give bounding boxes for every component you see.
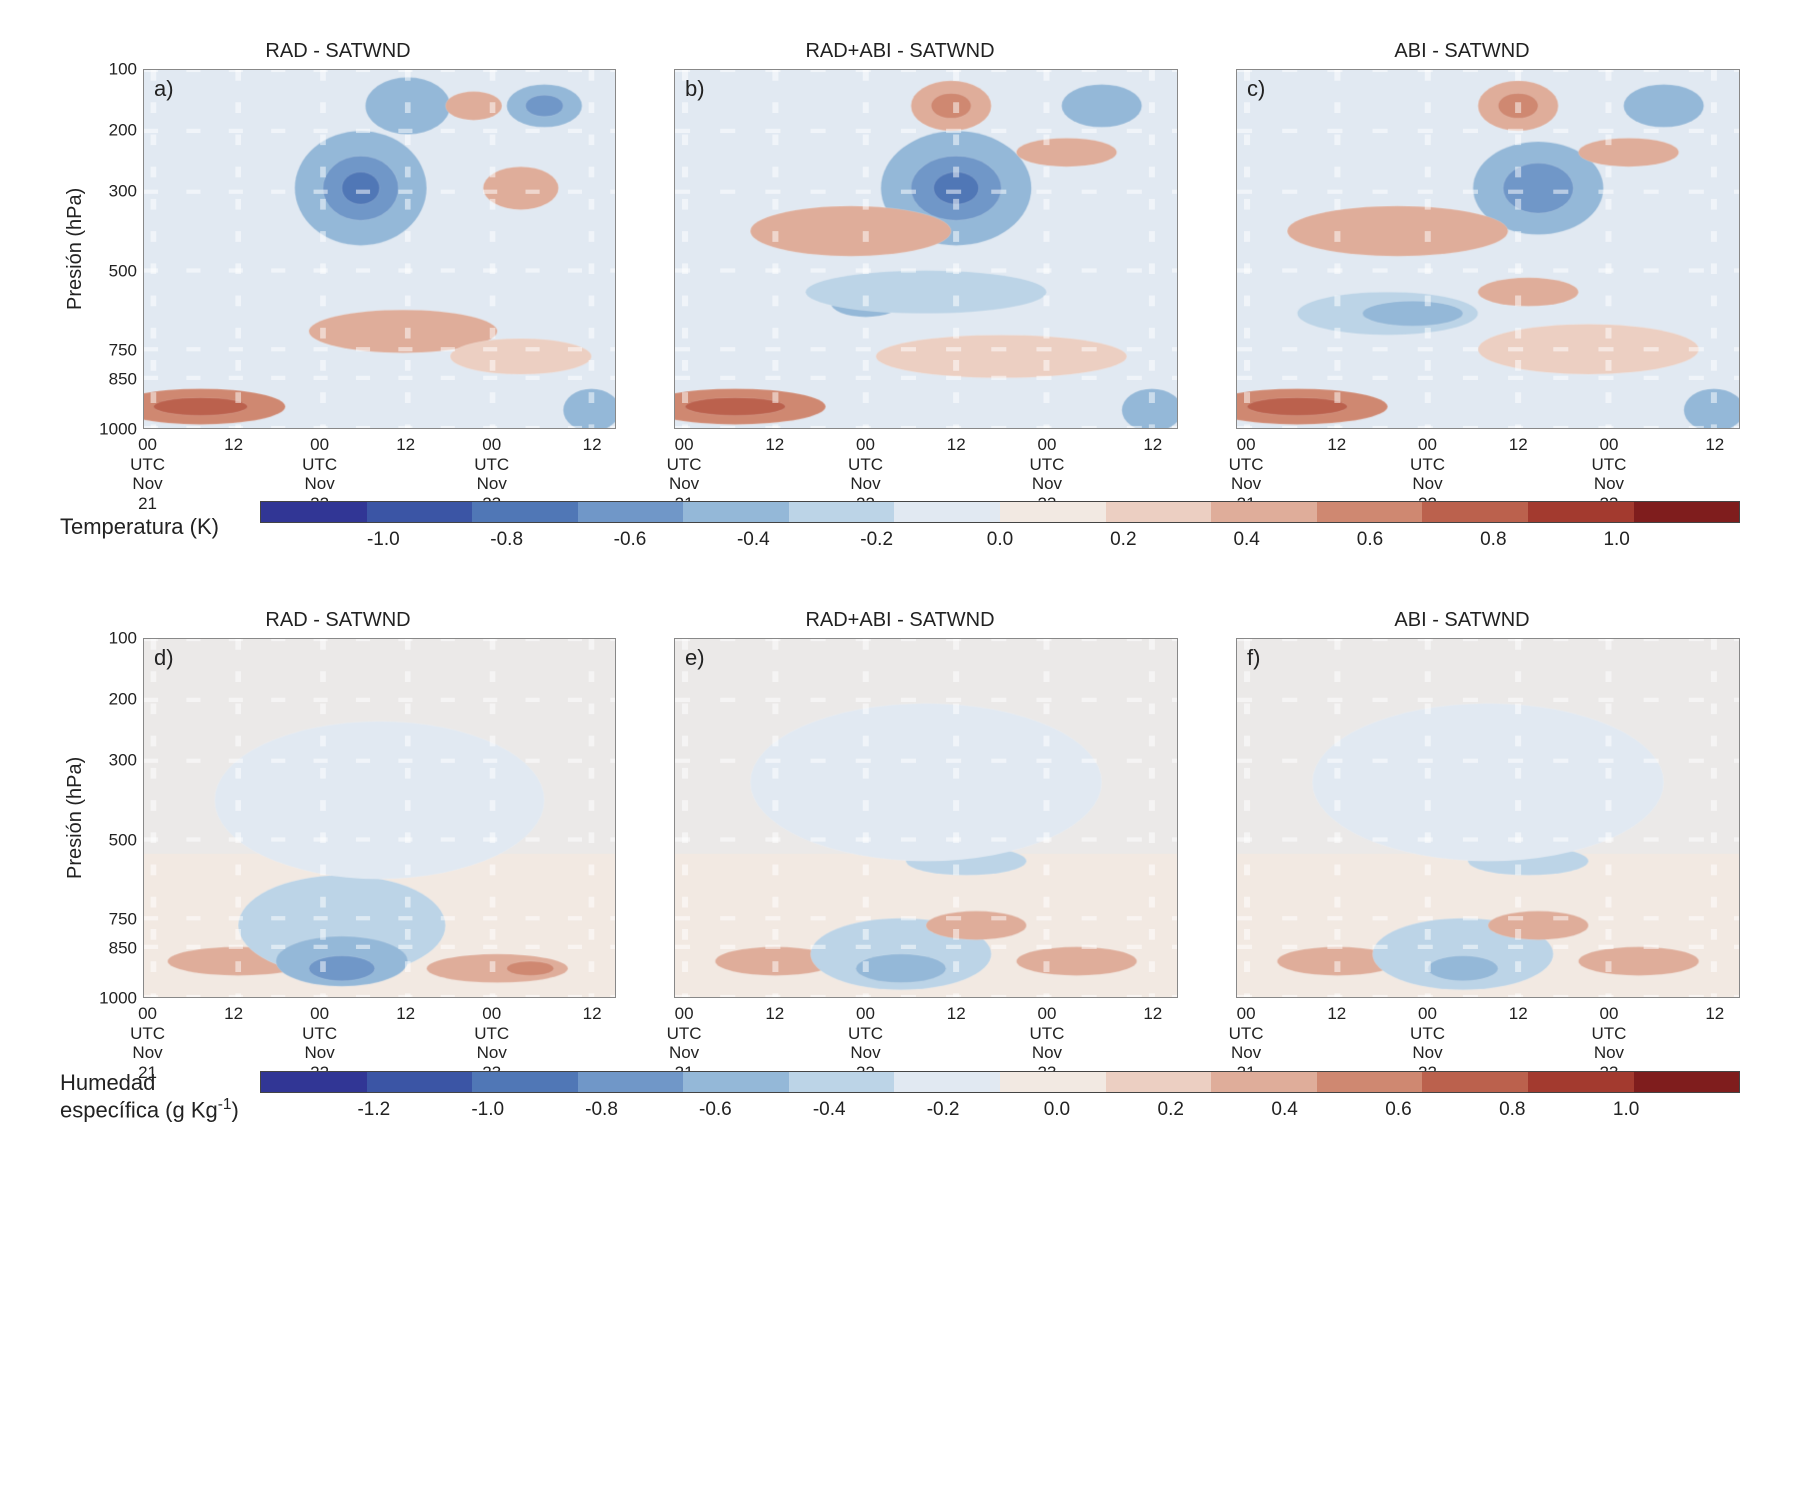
chart-panel: RAD+ABI - SATWND 1002003005007508501000 e)… [622, 609, 1178, 1042]
y-axis-ticks: 1002003005007508501000 [622, 69, 674, 429]
x-axis-ticks: 00 UTC Nov 211200 UTC Nov 221200 UTC Nov… [1236, 429, 1740, 473]
colorbar: Temperatura (K)-1.0-0.8-0.6-0.4-0.20.00.… [60, 501, 1740, 553]
plot-area: a) [143, 69, 616, 429]
x-axis-ticks: 00 UTC Nov 211200 UTC Nov 221200 UTC Nov… [674, 998, 1178, 1042]
colorbar-ticks: -1.2-1.0-0.8-0.6-0.4-0.20.00.20.40.60.81… [260, 1099, 1740, 1123]
y-axis-ticks: 1002003005007508501000 [1184, 69, 1236, 429]
y-axis-ticks: 1002003005007508501000 [91, 69, 143, 429]
x-axis-ticks: 00 UTC Nov 211200 UTC Nov 221200 UTC Nov… [1236, 998, 1740, 1042]
panel-row: RAD - SATWNDPresión (hPa)100200300500750… [60, 609, 1740, 1042]
panel-letter: b) [685, 76, 705, 102]
colorbar-strip [260, 501, 1740, 523]
x-axis-ticks: 00 UTC Nov 211200 UTC Nov 221200 UTC Nov… [138, 429, 616, 473]
panel-title: RAD - SATWND [60, 609, 616, 632]
panel-title: RAD+ABI - SATWND [622, 609, 1178, 632]
panel-title: ABI - SATWND [1184, 609, 1740, 632]
panel-letter: a) [154, 76, 174, 102]
chart-panel: RAD - SATWND Presión (hPa)100200300500750… [60, 40, 616, 473]
panel-title: RAD - SATWND [60, 40, 616, 63]
panel-row: RAD - SATWNDPresión (hPa)100200300500750… [60, 40, 1740, 473]
y-axis-ticks: 1002003005007508501000 [1184, 638, 1236, 998]
chart-panel: RAD - SATWND Presión (hPa)100200300500750… [60, 609, 616, 1042]
figure-root: RAD - SATWNDPresión (hPa)100200300500750… [60, 40, 1740, 1124]
plot-area: d) [143, 638, 616, 998]
colorbar-strip [260, 1071, 1740, 1093]
y-axis-label: Presión (hPa) [60, 69, 91, 429]
chart-panel: ABI - SATWND 1002003005007508501000 c) 00 U… [1184, 40, 1740, 473]
colorbar-label: Temperatura (K) [60, 514, 260, 540]
plot-area: e) [674, 638, 1178, 998]
plot-area: f) [1236, 638, 1740, 998]
panel-letter: f) [1247, 645, 1260, 671]
panel-title: ABI - SATWND [1184, 40, 1740, 63]
panel-title: RAD+ABI - SATWND [622, 40, 1178, 63]
x-axis-ticks: 00 UTC Nov 211200 UTC Nov 221200 UTC Nov… [138, 998, 616, 1042]
chart-panel: ABI - SATWND 1002003005007508501000 f) 00 U… [1184, 609, 1740, 1042]
panel-letter: e) [685, 645, 705, 671]
panel-letter: c) [1247, 76, 1265, 102]
chart-panel: RAD+ABI - SATWND 1002003005007508501000 b)… [622, 40, 1178, 473]
colorbar-ticks: -1.0-0.8-0.6-0.4-0.20.00.20.40.60.81.0 [260, 529, 1740, 553]
x-axis-ticks: 00 UTC Nov 211200 UTC Nov 221200 UTC Nov… [674, 429, 1178, 473]
plot-area: b) [674, 69, 1178, 429]
panel-letter: d) [154, 645, 174, 671]
y-axis-label: Presión (hPa) [60, 638, 91, 998]
plot-area: c) [1236, 69, 1740, 429]
colorbar: Humedadespecífica (g Kg-1)-1.2-1.0-0.8-0… [60, 1070, 1740, 1124]
y-axis-ticks: 1002003005007508501000 [91, 638, 143, 998]
y-axis-ticks: 1002003005007508501000 [622, 638, 674, 998]
